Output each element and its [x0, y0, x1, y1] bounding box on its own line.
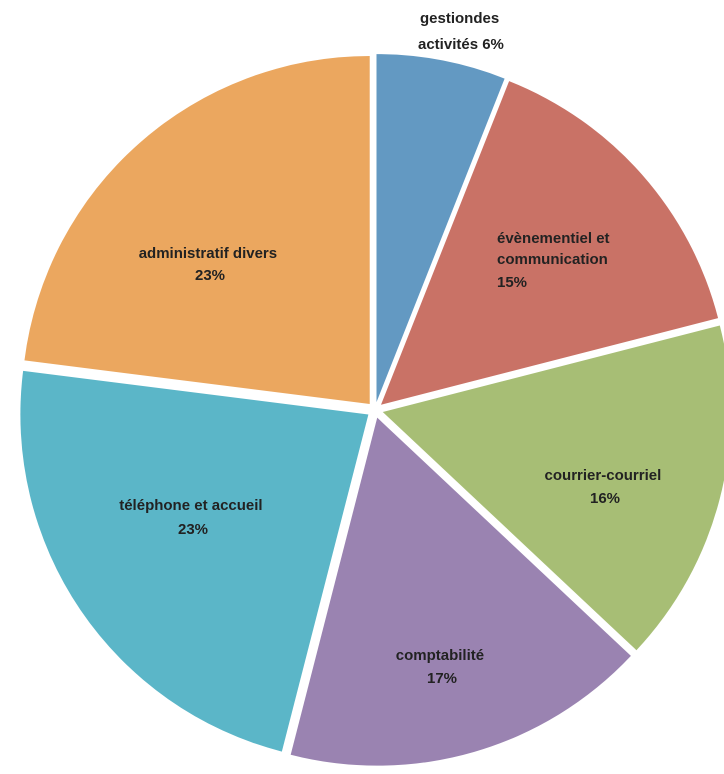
pie-slices: [20, 54, 724, 766]
pie-slice-0: [376, 54, 505, 403]
slice-label-courrier: courrier-courriel 16%: [545, 467, 666, 507]
pie-labels: gestiondes activités 6% évènementiel et …: [119, 10, 666, 687]
pie-slice-4: [20, 370, 369, 752]
pie-slice-5: [24, 55, 370, 404]
pie-slice-2: [382, 325, 724, 651]
slice-label-telephone: téléphone et accueil 23%: [119, 497, 267, 538]
slice-label-evenementiel: évènementiel et communication 15%: [497, 230, 614, 291]
slice-label-administratif: administratif divers 23%: [139, 245, 282, 284]
slice-label-comptabilite: comptabilité 17%: [396, 647, 489, 687]
pie-slice-1: [381, 81, 719, 405]
slice-label-gestion: gestiondes activités 6%: [418, 10, 504, 53]
pie-slice-3: [290, 417, 631, 766]
